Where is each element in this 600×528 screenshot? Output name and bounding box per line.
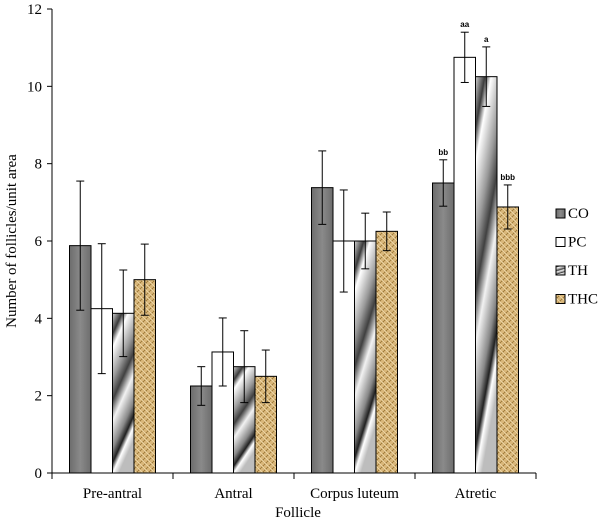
legend-swatch-pc — [555, 237, 566, 247]
x-category-label: Antral — [214, 486, 252, 502]
bar-pc — [453, 56, 476, 474]
x-category-label: Atretic — [455, 486, 497, 502]
bar-thc — [496, 206, 519, 474]
bar-co — [311, 187, 334, 474]
significance-label: bb — [438, 148, 448, 157]
significance-label: aa — [460, 20, 469, 29]
significance-label: bbb — [500, 173, 515, 182]
y-tick-label: 6 — [35, 234, 43, 250]
bar-th — [475, 76, 498, 474]
x-category-label: Corpus luteum — [310, 486, 399, 502]
significance-label: a — [484, 35, 489, 44]
bar-th — [354, 240, 377, 474]
legend-label-pc: PC — [568, 235, 586, 251]
legend-swatch-th — [555, 265, 566, 276]
bar-thc — [375, 230, 398, 474]
bar-co — [432, 182, 455, 474]
legend-swatch-co — [555, 208, 566, 219]
y-tick-label: 0 — [35, 466, 43, 482]
y-tick-label: 2 — [35, 389, 43, 405]
x-axis-title: Follicle — [275, 505, 321, 521]
y-tick-label: 12 — [27, 2, 42, 18]
y-tick-label: 4 — [35, 311, 43, 327]
y-axis-title: Number of follicles/unit area — [4, 154, 20, 328]
legend-label-thc: THC — [568, 292, 598, 308]
x-category-label: Pre-antral — [83, 486, 142, 502]
y-tick-label: 10 — [27, 79, 42, 95]
legend-swatch-thc — [555, 294, 566, 304]
legend-label-th: TH — [568, 263, 588, 279]
y-tick-label: 8 — [35, 157, 43, 173]
legend-label-co: CO — [568, 206, 589, 222]
